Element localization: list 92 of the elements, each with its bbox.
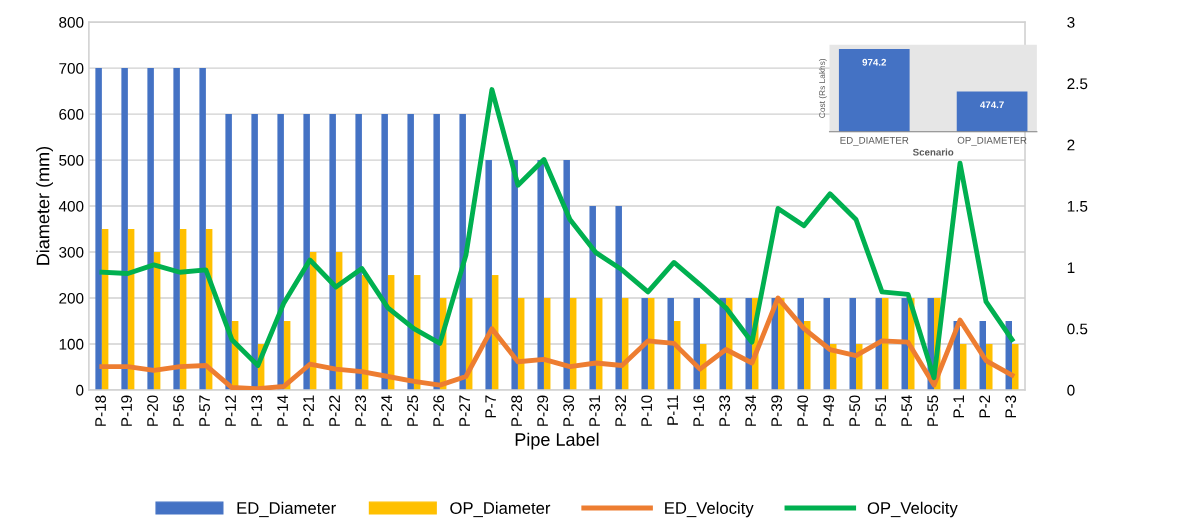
x-tick-label: P-27 [459,395,470,426]
y2-tick-label: 2.5 [1067,78,1088,90]
x-tick-label: P-34 [745,395,757,426]
bar [667,298,674,390]
y-axis-title: Diameter (mm) [36,146,53,265]
y2-tick-label: 0 [1067,384,1075,396]
x-tick-label: P-33 [719,395,731,426]
y-tick-label: 500 [59,154,84,166]
x-tick-label: P-10 [641,395,653,426]
bar [459,114,466,390]
x-tick-label: P-50 [849,395,861,426]
x-tick-label: P-1 [953,395,964,418]
y2-tick-label: 0.5 [1067,323,1088,335]
bar [823,298,830,390]
x-tick-label: P-20 [147,395,158,426]
x-tick-label: P-24 [381,395,392,426]
y-axis-title: Cost (Rs Lakhs) [818,58,827,118]
bar [329,114,336,390]
x-tick-label: P-57 [199,395,210,426]
y-tick-label: 600 [59,108,84,120]
bar [433,114,440,390]
y-tick-label: 0 [76,384,84,396]
x-tick-label: P-26 [433,395,445,426]
y-tick-label: 800 [59,17,84,28]
x-tick-label: P-49 [823,395,835,426]
y2-tick-label: 1 [1067,262,1075,273]
x-tick-label: P-39 [771,395,783,426]
x-tick-label: P-54 [901,395,913,426]
legend-label: ED_Diameter [237,501,336,518]
bar [960,344,967,390]
bar [537,160,544,390]
y2-tick-label: 2 [1067,139,1075,151]
x-tick-label: ED_DIAMETER [840,136,909,146]
data-label: 974.2 [862,58,887,66]
bar [303,114,310,390]
bar [407,114,414,390]
legend-label: ED_Velocity [665,501,754,518]
y2-tick-label: 3 [1067,17,1075,28]
x-tick-label: P-55 [927,395,939,426]
y-tick-label: 100 [59,338,84,350]
x-tick-label: P-29 [537,395,549,426]
legend-label: OP_Diameter [450,501,551,518]
x-tick-label: P-3 [1005,395,1017,418]
x-tick-label: P-28 [511,395,523,426]
x-tick-label: P-23 [355,395,367,426]
y-tick-label: 400 [58,200,84,212]
x-tick-label: P-14 [277,395,288,426]
bar [355,114,362,390]
x-tick-label: OP_DIAMETER [957,136,1027,146]
x-tick-label: P-18 [95,395,106,426]
bar [589,206,596,390]
bar [615,206,622,390]
bar [693,298,700,390]
bar [199,68,206,390]
bar [563,160,570,390]
line-series [99,295,1015,390]
data-label: 474.7 [980,101,1004,109]
x-tick-label: P-32 [615,395,627,426]
x-tick-label: P-2 [979,395,990,418]
bar [882,298,889,390]
bar [1012,344,1019,390]
bar [641,298,648,390]
bar [485,160,492,390]
bar [147,68,154,390]
bar [95,68,102,390]
legend-label: OP_Velocity [867,501,958,518]
x-tick-label: P-19 [121,395,132,426]
bar [173,68,180,390]
x-tick-label: P-12 [225,395,236,426]
x-axis-title: Pipe Label [515,432,599,450]
x-tick-label: P-22 [329,395,340,426]
bar [381,114,388,390]
y2-tick-label: 1.5 [1067,201,1088,212]
x-axis-title: Scenario [912,148,954,156]
x-tick-label: P-40 [797,395,809,426]
bar [225,114,232,390]
bar [797,298,804,390]
x-tick-label: P-25 [407,395,419,426]
y-tick-label: 700 [59,62,84,74]
x-tick-label: P-31 [589,395,601,426]
x-tick-label: P-51 [875,395,887,426]
x-tick-label: P-16 [693,395,705,426]
x-tick-label: P-11 [667,395,678,425]
bar [121,68,128,390]
x-tick-label: P-56 [173,395,184,426]
x-tick-label: P-30 [563,395,575,426]
x-tick-label: P-13 [251,395,262,426]
bar [849,298,856,390]
y-tick-label: 300 [59,246,84,258]
y-tick-label: 200 [59,292,84,304]
x-tick-label: P-7 [485,395,496,418]
x-tick-label: P-21 [303,395,314,426]
